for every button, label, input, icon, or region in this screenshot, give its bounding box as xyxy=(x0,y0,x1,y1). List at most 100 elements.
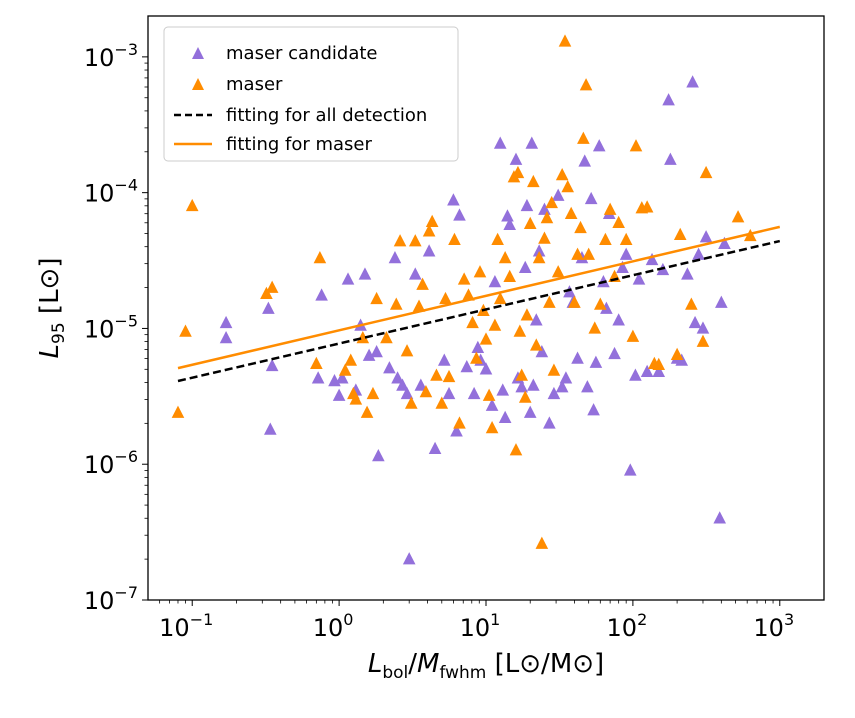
maser-point xyxy=(439,291,452,305)
maser-point xyxy=(171,405,185,418)
maser-point xyxy=(491,232,504,245)
maser-candidate-point xyxy=(587,403,600,416)
maser-candidate-point xyxy=(362,348,376,361)
maser-candidate-point xyxy=(640,364,654,377)
maser-point xyxy=(260,286,273,300)
maser-candidate-point xyxy=(447,193,460,206)
maser-point xyxy=(535,536,549,549)
y-tick-label: 10−4 xyxy=(84,176,138,208)
maser-point xyxy=(313,251,327,264)
maser-point xyxy=(685,297,698,310)
maser-candidate-point xyxy=(559,371,573,384)
maser-point xyxy=(574,220,587,234)
maser-point xyxy=(265,280,279,293)
maser-point xyxy=(344,353,358,366)
maser-point xyxy=(696,334,710,347)
maser-candidate-point xyxy=(612,313,625,326)
maser-candidate-point xyxy=(616,260,629,273)
maser-candidate-point xyxy=(315,288,328,301)
maser-candidate-point xyxy=(589,355,603,368)
maser-point xyxy=(453,416,466,429)
maser-point xyxy=(457,272,471,285)
maser-candidate-point xyxy=(681,267,694,280)
maser-point xyxy=(619,232,633,245)
maser-candidate-point xyxy=(532,244,546,257)
maser-candidate-point xyxy=(388,251,402,264)
maser-point xyxy=(543,295,556,308)
x-axis-label: Lbol/Mfwhm [L⊙/M⊙] xyxy=(368,649,604,683)
maser-point xyxy=(503,269,517,283)
maser-point xyxy=(493,291,507,305)
maser-candidate-point xyxy=(664,152,677,165)
maser-point xyxy=(540,211,554,224)
maser-candidate-point xyxy=(584,191,598,205)
maser-point xyxy=(360,405,374,418)
maser-candidate-point xyxy=(460,359,474,373)
x-tick-label: 103 xyxy=(753,610,794,642)
maser-candidate-point xyxy=(341,272,355,285)
maser-candidate-point xyxy=(422,244,436,257)
maser-point xyxy=(430,368,443,381)
maser-candidate-point xyxy=(262,301,275,314)
maser-candidate-point xyxy=(581,380,594,393)
maser-candidate-point xyxy=(219,315,233,329)
maser-point xyxy=(582,247,595,260)
maser-candidate-point xyxy=(498,410,512,423)
maser-point xyxy=(470,351,483,364)
maser-point xyxy=(577,131,590,144)
maser-point xyxy=(498,251,512,264)
maser-point xyxy=(466,315,479,329)
legend: maser candidate maser fitting for all de… xyxy=(163,26,459,162)
maser-candidate-point xyxy=(715,295,728,308)
maser-candidate-point xyxy=(538,202,551,215)
maser-candidate-point xyxy=(623,463,637,476)
maser-point xyxy=(349,392,363,405)
maser-candidate-point xyxy=(535,345,549,358)
maser-candidate-point xyxy=(525,136,539,149)
maser-candidate-point xyxy=(442,386,456,400)
maser-candidate-point xyxy=(396,378,409,391)
legend-fit-all-label: fitting for all detection xyxy=(226,105,427,126)
maser-point xyxy=(603,202,617,215)
maser-candidate-point xyxy=(527,378,540,391)
maser-candidate-point xyxy=(592,139,606,152)
maser-candidate-point xyxy=(479,362,493,375)
maser-point xyxy=(370,291,383,305)
maser-candidate-point xyxy=(383,361,396,374)
y-tick-label: 10−5 xyxy=(84,311,138,343)
maser-point xyxy=(561,180,575,193)
maser-candidate-point xyxy=(555,380,569,393)
maser-candidate-point xyxy=(414,378,428,391)
maser-point xyxy=(538,231,551,244)
maser-point xyxy=(523,216,537,230)
maser-point xyxy=(515,368,529,381)
maser-candidate-point xyxy=(600,301,613,314)
maser-candidate-point xyxy=(686,75,699,88)
legend-fit-maser-label: fitting for maser xyxy=(226,134,372,155)
maser-candidate-point xyxy=(688,315,702,329)
maser-candidate-point xyxy=(408,267,422,280)
maser-point xyxy=(435,396,449,409)
legend-maser-candidate-label: maser candidate xyxy=(226,43,378,64)
maser-point xyxy=(652,357,666,371)
maser-candidate-point xyxy=(391,371,404,384)
maser-candidate-point xyxy=(493,136,507,149)
maser-candidate-point xyxy=(428,441,442,454)
maser-candidate-point xyxy=(629,368,642,381)
maser-point xyxy=(513,324,527,337)
maser-candidate-point xyxy=(453,208,466,221)
maser-candidate-point xyxy=(632,272,646,285)
maser-candidate-point xyxy=(219,331,233,344)
maser-point xyxy=(571,247,584,260)
maser-point xyxy=(366,386,380,400)
maser-point xyxy=(529,338,543,351)
maser-candidate-point xyxy=(467,386,481,400)
maser-point xyxy=(579,78,593,91)
maser-point xyxy=(518,390,532,403)
maser-candidate-point xyxy=(402,552,416,565)
legend-maser-label: maser xyxy=(226,74,283,95)
maser-candidate-point xyxy=(696,321,710,334)
maser-candidate-point xyxy=(578,154,592,167)
maser-candidate-point xyxy=(437,353,451,366)
maser-point xyxy=(185,198,199,212)
